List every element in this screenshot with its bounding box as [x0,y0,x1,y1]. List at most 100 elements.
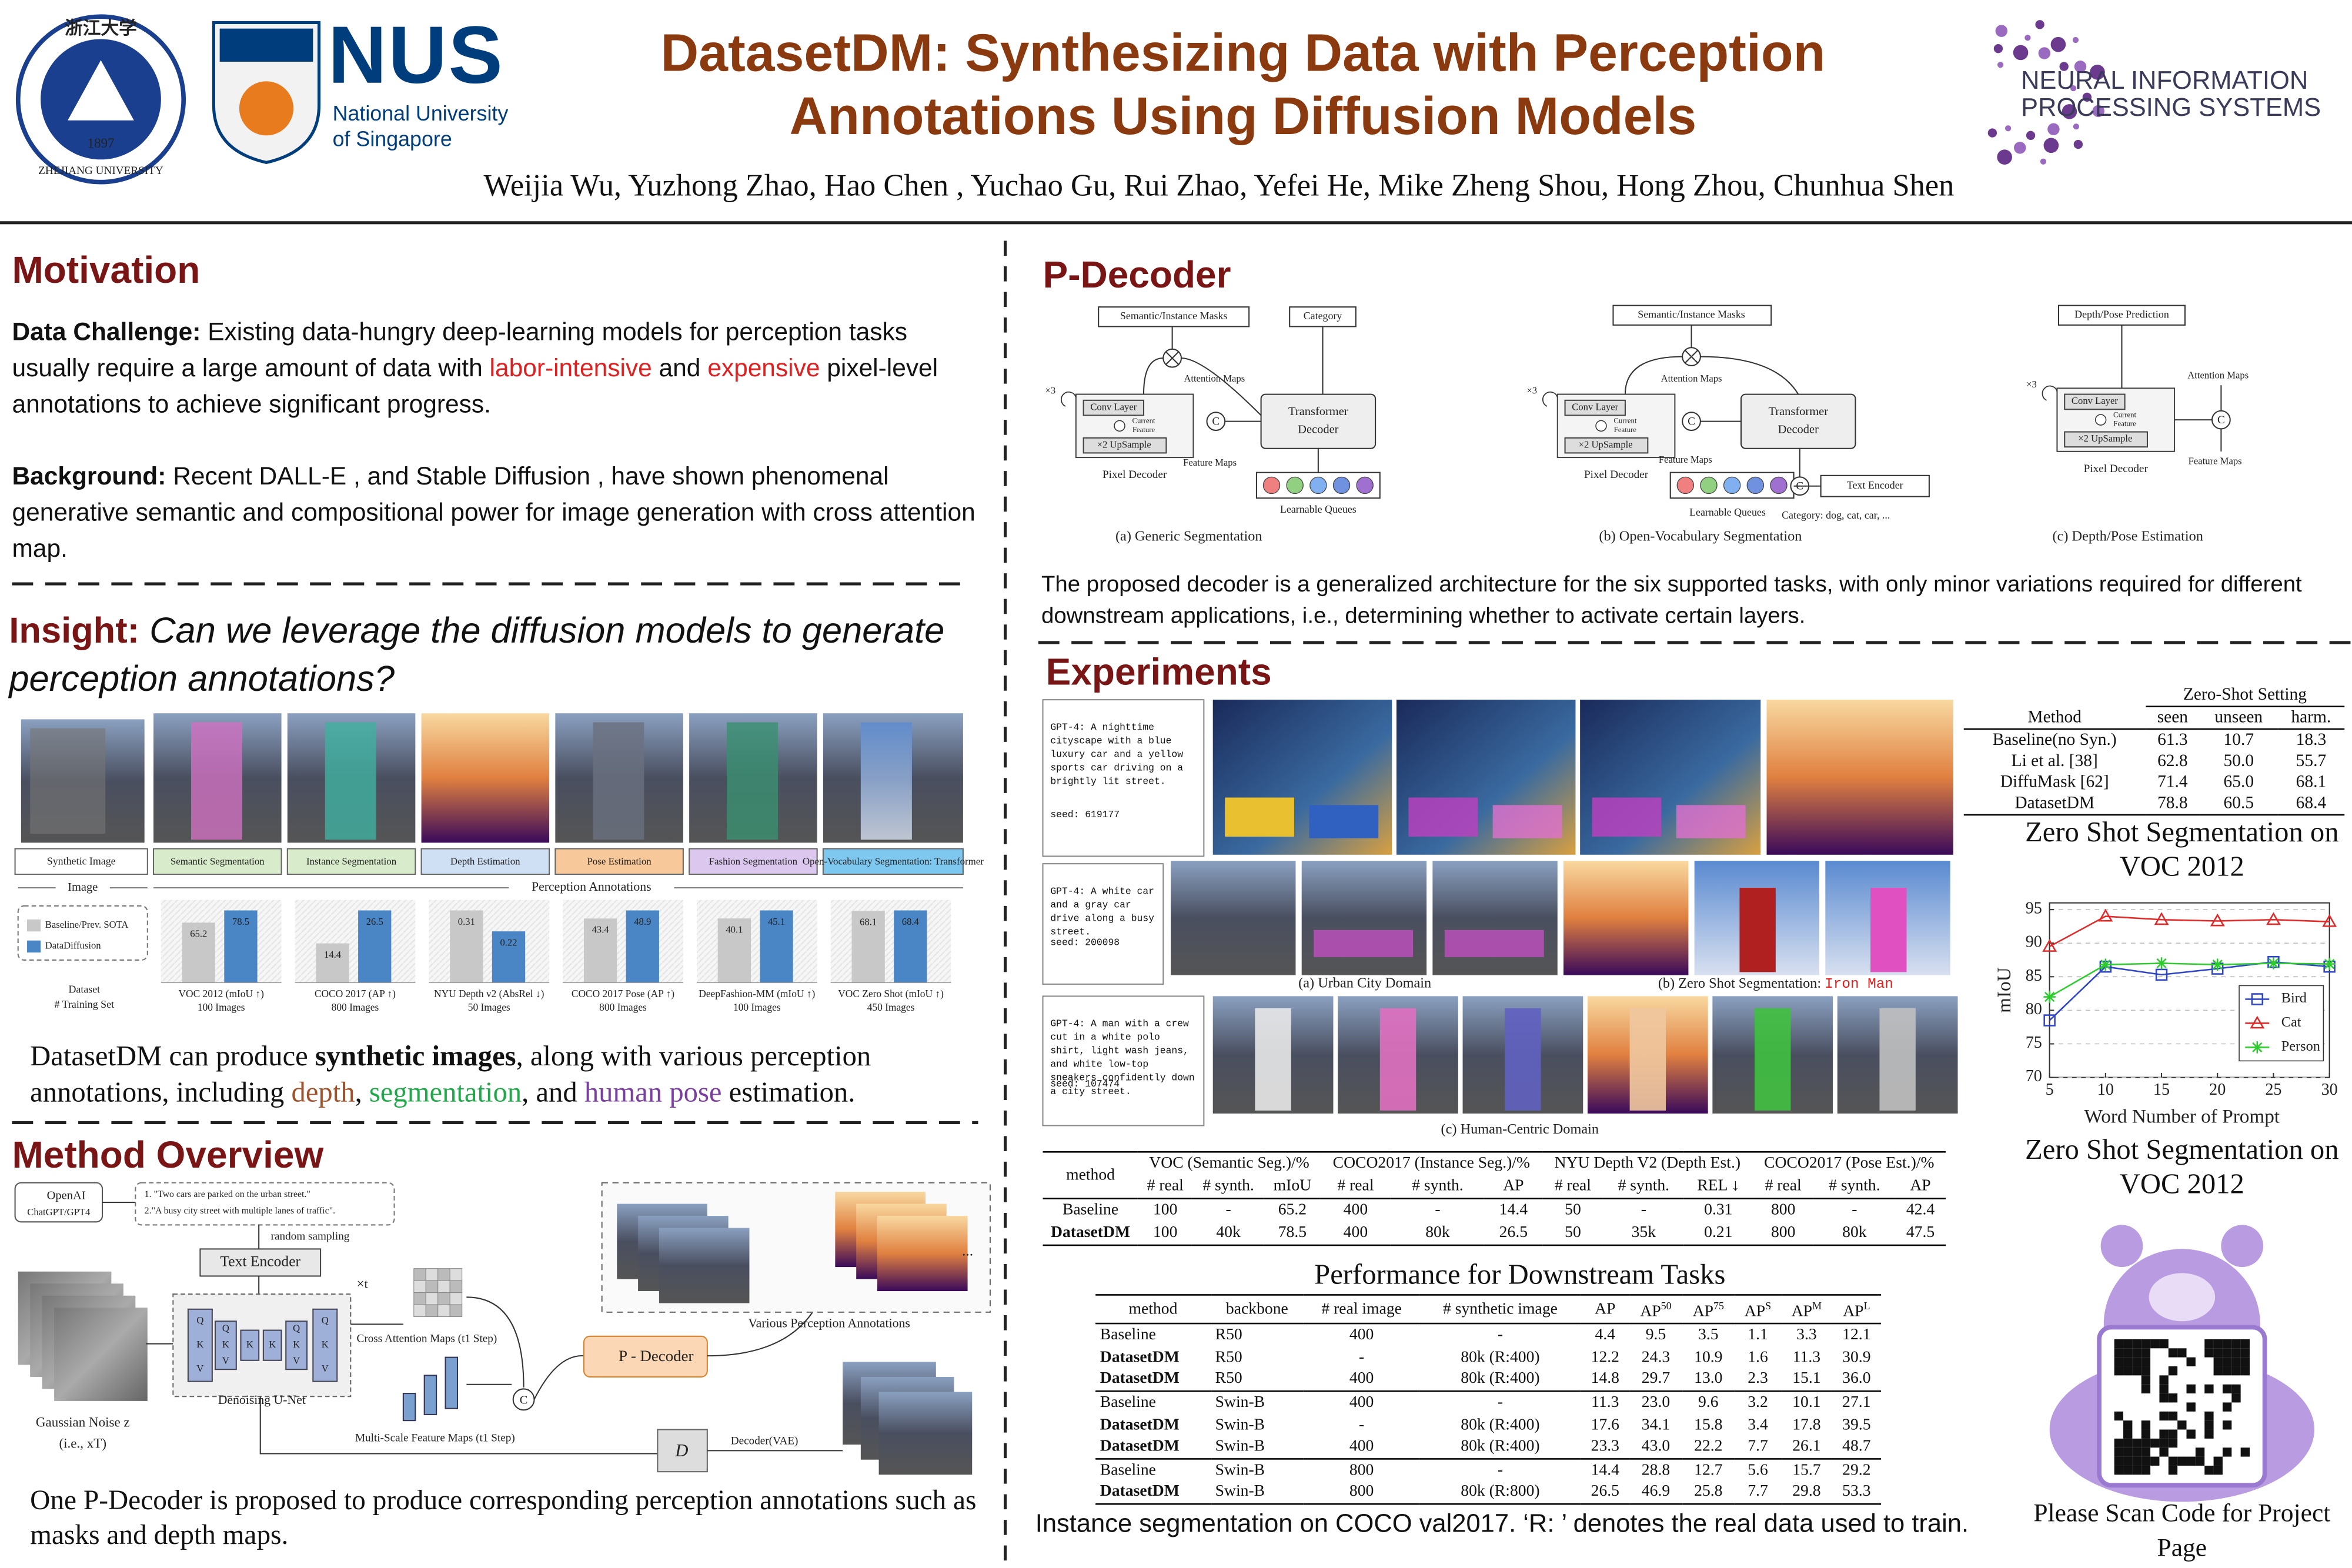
paragraph: Background: Recent DALL-E , and Stable D… [12,459,983,567]
attention-cell [425,1304,439,1318]
arrow [1624,325,1821,487]
point [2250,1015,2265,1029]
point [2211,958,2224,971]
table-cell: # real [1554,1176,1591,1195]
label: Text Encoder [1847,479,1903,491]
annotation-overlay [325,722,376,840]
qr-module [2213,1357,2223,1367]
table-cell: 0.21 [1704,1223,1733,1242]
label: 14.4 [324,949,342,960]
title: Annotations Using Diffusion Models [789,87,1697,146]
label: 26.5 [366,916,383,927]
label: Semantic/Instance Masks [1638,308,1745,320]
table-row: DatasetDM R50 - 80k (R:400) 12.2 24.3 10.9 1.6 1… [1095,1346,1881,1368]
legend-swatch [27,940,41,953]
table-cell: # synth. [1202,1176,1254,1195]
table-cell: 2.3 [1748,1370,1768,1388]
neurips-dot [2004,125,2012,132]
table-cell: COCO2017 (Instance Seg.)/% [1332,1154,1531,1172]
qr-module [2222,1366,2232,1376]
caption: Zero Shot Segmentation on VOC 2012 [2025,817,2339,884]
qr-module [2114,1366,2124,1376]
query [1332,476,1351,494]
table-cell: 24.3 [1641,1348,1671,1366]
label: Learnable Queues [1689,506,1766,518]
table-cell: 3.2 [1748,1393,1768,1412]
caption-highlight: Iron Man [1825,977,1893,992]
arrow [533,1355,584,1400]
table-cell: 80k (R:400) [1461,1370,1540,1388]
qr-module [2231,1384,2241,1394]
table-row: # real # synth. mIoU # real # synth. AP # real… [1043,1175,1946,1199]
table-cell: AP50 [1640,1300,1672,1321]
seed: seed: 107474 [1050,1079,1120,1090]
box [1042,995,1205,1126]
table-cell: DatasetDM [1100,1415,1180,1434]
image-placeholder [1301,861,1427,975]
table-cell: 29.7 [1641,1370,1671,1388]
label: Pixel Decoder [1584,469,1649,481]
table-cell: backbone [1225,1299,1288,1318]
car [1309,805,1379,838]
table-cell: 46.9 [1641,1482,1671,1501]
prompt: GPT-4: A white car and a gray car drive … [1050,886,1154,938]
box [153,848,282,875]
table-cell: 53.3 [1842,1482,1871,1501]
person [1755,1008,1791,1111]
label: Transformer [1768,405,1828,418]
table-cell: AP [1595,1299,1616,1318]
table-cell: Baseline(no Syn.) [1992,731,2117,750]
point [2251,993,2264,1005]
table-row: DatasetDM R50 400 80k (R:400) 14.8 29.7 13.0 2.… [1095,1369,1881,1392]
qr-module [2123,1420,2133,1430]
label: Perception Annotations [532,880,652,894]
text: estimation. [721,1077,856,1109]
label: C [2217,414,2225,426]
chart-bg [161,900,282,983]
bar [717,918,751,983]
bar [626,910,659,983]
box [214,1320,237,1370]
qr-module [2132,1339,2141,1349]
table-cell: 61.3 [2157,731,2188,750]
image-placeholder [877,1216,968,1292]
table-cell: 14.4 [1591,1460,1620,1479]
point [2266,912,2281,925]
query [1770,476,1788,494]
bold: synthetic images [315,1041,516,1073]
text: pixel-level annotations to achieve signi… [12,353,938,419]
box [17,905,148,961]
label: 50 Images [468,1001,510,1013]
qr-module [2123,1348,2133,1358]
label: 2."A busy city street with multiple lane… [145,1206,335,1216]
qr-module [2141,1384,2151,1394]
table-cell: # synth. [1412,1176,1464,1195]
qr-module [2123,1465,2133,1475]
bar [894,910,927,983]
qr-module [2141,1429,2151,1439]
box [1564,437,1649,454]
table-cell: R50 [1215,1326,1242,1345]
arrow [1142,326,1324,473]
table-cell: Baseline [1100,1326,1156,1345]
qr-module [2240,1348,2250,1358]
table-cell: 34.1 [1641,1415,1671,1434]
table-cell: 12.1 [1842,1326,1871,1345]
annotation-overlay [860,722,912,840]
qr-module [2204,1348,2214,1358]
label: 100 Images [733,1001,781,1013]
query [1700,476,1718,494]
table-cell: DatasetDM [1100,1482,1180,1501]
qr-module [2150,1339,2160,1349]
qr-module [2231,1393,2241,1403]
qr-module [2177,1348,2187,1358]
qr-module [2204,1465,2214,1475]
qr-module [2213,1465,2223,1475]
table-cell: 1.6 [1748,1348,1768,1366]
nus-lion [239,81,294,136]
table-cell: 27.1 [1842,1393,1871,1412]
table-cell: 10.1 [1792,1393,1821,1412]
label: Attention Maps [1184,373,1245,384]
qr-module [2132,1348,2141,1358]
